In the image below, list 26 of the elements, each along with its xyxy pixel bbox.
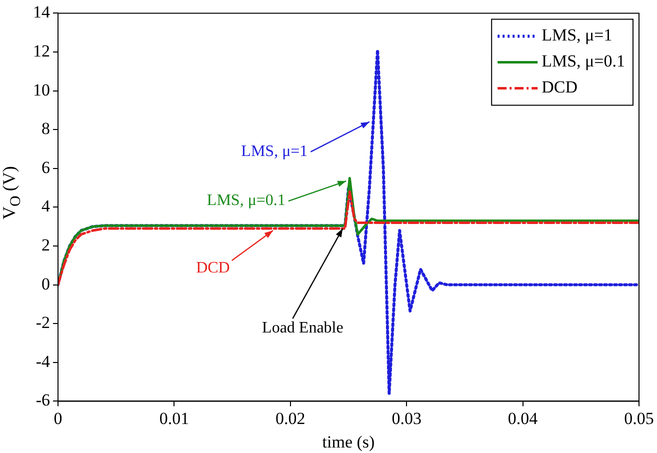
y-tick-label: 12 — [33, 41, 50, 60]
x-tick-label: 0 — [54, 408, 62, 428]
y-tick-label: 10 — [33, 80, 50, 100]
annotation: LMS, μ=1 — [241, 143, 308, 160]
y-tick-label: 0 — [42, 274, 50, 294]
x-tick-label: 0.02 — [276, 408, 306, 428]
y-tick-label: 2 — [42, 235, 50, 254]
x-tick-label: 0.04 — [508, 408, 538, 428]
legend-label: LMS, μ=0.1 — [542, 52, 625, 71]
y-tick-label: 14 — [33, 2, 50, 22]
legend-label: DCD — [542, 78, 578, 97]
annotation: DCD — [196, 260, 230, 277]
y-tick-label: 6 — [42, 158, 50, 177]
y-tick-label: 4 — [42, 196, 50, 216]
annotation: Load Enable — [262, 320, 344, 337]
y-tick-label: 8 — [42, 119, 50, 138]
x-tick-label: 0.05 — [624, 408, 654, 428]
x-tick-label: 0.01 — [159, 408, 190, 428]
x-axis-title: time (s) — [322, 432, 375, 452]
y-tick-label: -6 — [36, 390, 50, 410]
x-tick-label: 0.03 — [392, 408, 422, 428]
y-tick-label: -4 — [36, 352, 50, 371]
line-series — [58, 48, 639, 395]
legend-label: LMS, μ=1 — [542, 26, 612, 45]
annotation: LMS, μ=0.1 — [206, 192, 286, 210]
y-tick-label: -2 — [36, 313, 50, 332]
